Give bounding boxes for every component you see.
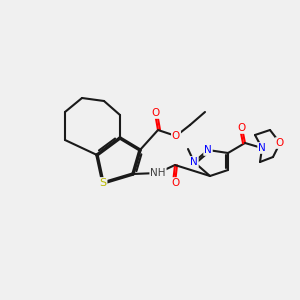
Text: N: N	[258, 143, 266, 153]
Text: N: N	[204, 145, 212, 155]
Text: O: O	[151, 108, 159, 118]
Text: NH: NH	[150, 168, 166, 178]
Text: O: O	[172, 131, 180, 141]
Text: S: S	[99, 178, 106, 188]
Text: O: O	[276, 138, 284, 148]
Text: O: O	[171, 178, 179, 188]
Text: N: N	[190, 157, 198, 167]
Text: O: O	[238, 123, 246, 133]
